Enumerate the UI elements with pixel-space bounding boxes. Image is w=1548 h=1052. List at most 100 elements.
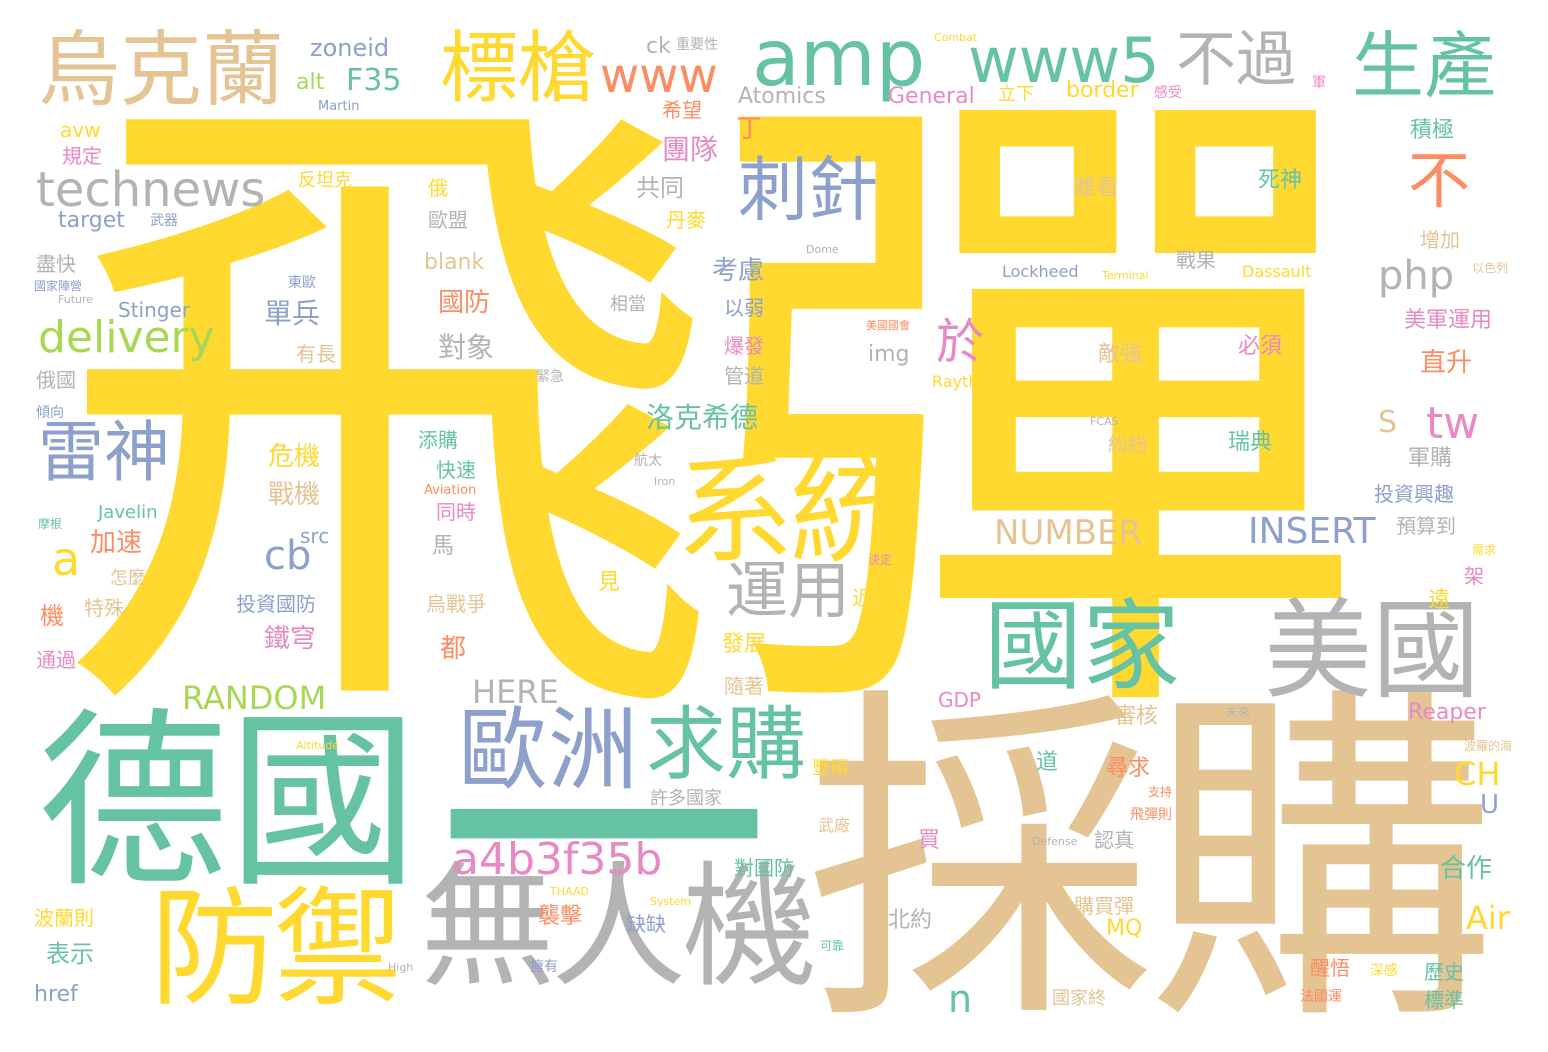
word-us-army-use: 美軍運用: [1404, 308, 1493, 333]
word-lockheed: Lockheed: [1002, 262, 1079, 281]
word-blank: blank: [424, 250, 485, 275]
word-fast: 快速: [436, 458, 476, 482]
word-camp: 國家陣營: [34, 279, 83, 293]
word-thaad: THAAD: [550, 885, 589, 898]
word-weapon: 武器: [150, 213, 178, 229]
word-national-defense: 國防: [438, 288, 491, 318]
word-at: 於: [936, 314, 985, 370]
word-develop: 發展: [722, 632, 767, 657]
word-germany: 德國: [38, 692, 419, 913]
word-defense: Defense: [1032, 835, 1078, 848]
word-buy: 買: [918, 828, 941, 853]
word-east-europe: 東歐: [288, 275, 316, 291]
word-quite: 相當: [610, 294, 646, 315]
word-stinger: Stinger: [118, 298, 190, 322]
word-martin: Martin: [318, 99, 360, 114]
word-frame: 架: [1464, 564, 1484, 588]
word-russia: 俄: [428, 176, 448, 200]
word-poland: 波蘭則: [34, 906, 94, 930]
word-active: 積極: [1410, 118, 1455, 143]
word-arms-purchase: 軍購: [1408, 446, 1453, 471]
word-a4b3f35b: a4b3f35b: [452, 834, 663, 885]
word-look: 離看: [1074, 176, 1119, 201]
word-terminal: Terminal: [1102, 269, 1149, 282]
word-own: 擁有: [530, 959, 558, 975]
word-seek-purchase: 求購: [646, 698, 806, 791]
word-importance: 重要性: [676, 37, 718, 53]
word-iron-dome-cn: 鐵穹: [264, 624, 317, 654]
word-u: U: [1480, 790, 1500, 820]
word-altitude: Altitude: [296, 739, 339, 752]
word-tw: tw: [1426, 398, 1480, 449]
word-way: 道: [1036, 750, 1059, 775]
word-close-range: 近距: [852, 586, 892, 610]
word-accelerate: 加速: [90, 528, 143, 558]
word-ukraine: 烏克蘭: [38, 23, 285, 118]
word-javelin: Javelin: [98, 502, 158, 523]
word-team: 團隊: [662, 133, 719, 166]
word-us-congress: 美國國會: [866, 319, 910, 332]
word-along-with: 隨著: [724, 674, 764, 698]
word-however: 不過: [1176, 25, 1296, 95]
word-random: RANDOM: [182, 679, 327, 717]
word-nato: 北約: [888, 908, 933, 933]
word-tendency: 傾向: [36, 405, 64, 421]
word-usa: 美國: [1264, 589, 1481, 714]
word-dassault: Dassault: [1242, 262, 1312, 281]
word-not: 不: [1408, 144, 1471, 217]
word-general: General: [888, 84, 975, 109]
word-results: 戰果: [1176, 248, 1216, 272]
word-outbreak: 爆發: [724, 334, 764, 358]
word-review: 審核: [1114, 704, 1159, 729]
word-fcas: FCAS: [1090, 415, 1119, 428]
word-together: 共同: [636, 174, 684, 202]
word-drone: 無人機: [420, 849, 817, 1006]
word-target-cn: 對象: [438, 331, 495, 364]
word-ding: 丁: [736, 114, 763, 144]
word-dome: Dome: [806, 243, 839, 256]
word-strong-enemy: 敵強: [1098, 342, 1143, 367]
word-history: 歷史: [1424, 960, 1464, 984]
word-zoneid: zoneid: [310, 34, 390, 62]
word-baltic: 波羅的海: [1464, 739, 1513, 753]
word-iron: Iron: [654, 475, 676, 488]
word-gdp: GDP: [938, 688, 981, 712]
word-reaper: Reaper: [1408, 700, 1486, 725]
word-far: 遠: [1428, 588, 1451, 613]
word-special: 特殊: [84, 596, 124, 620]
word-decide: 決定: [868, 553, 893, 567]
word-pass: 通過: [36, 648, 76, 672]
word-combat: Combat: [934, 31, 978, 44]
word-budget: 預算到: [1396, 514, 1456, 538]
word-target: target: [58, 208, 125, 233]
word-anti-tank: 反坦克: [298, 170, 352, 191]
word-one: 一: [436, 630, 771, 1049]
word-israel: 以色列: [1472, 261, 1509, 275]
word-avw: avw: [60, 118, 101, 142]
word-ck: ck: [646, 34, 671, 59]
word-europe: 歐洲: [458, 698, 638, 803]
word-demand: 需求: [1472, 543, 1497, 557]
word-feel: 感受: [1154, 85, 1182, 101]
word-one-after-another: 紛紛: [1108, 432, 1148, 456]
word-establish: 立下: [998, 84, 1034, 105]
word-how: 怎麼: [110, 568, 146, 589]
word-cb: cb: [264, 533, 312, 579]
word-lockheed-cn: 洛克希德: [646, 401, 759, 434]
word-javelin-cn: 標槍: [440, 24, 597, 114]
word-rule: 規定: [62, 144, 102, 168]
word-russia-ukraine-war: 烏戰爭: [426, 592, 486, 616]
word-investment-interest: 投資興趣: [1374, 482, 1454, 506]
word-reliable: 可靠: [820, 939, 845, 953]
word-system-en: System: [650, 895, 692, 908]
word-asap: 盡快: [36, 252, 76, 276]
word-sweden: 瑞典: [1228, 430, 1273, 455]
word-russia-country: 俄國: [36, 368, 76, 392]
word-a: a: [52, 532, 81, 586]
word-increase: 增加: [1420, 228, 1460, 252]
word-realize: 醒悟: [1310, 956, 1350, 980]
word-reaper-cn: 死神: [1258, 168, 1303, 193]
word-urgent: 緊急: [536, 369, 564, 385]
word-future-cn: 未來: [1226, 705, 1251, 719]
